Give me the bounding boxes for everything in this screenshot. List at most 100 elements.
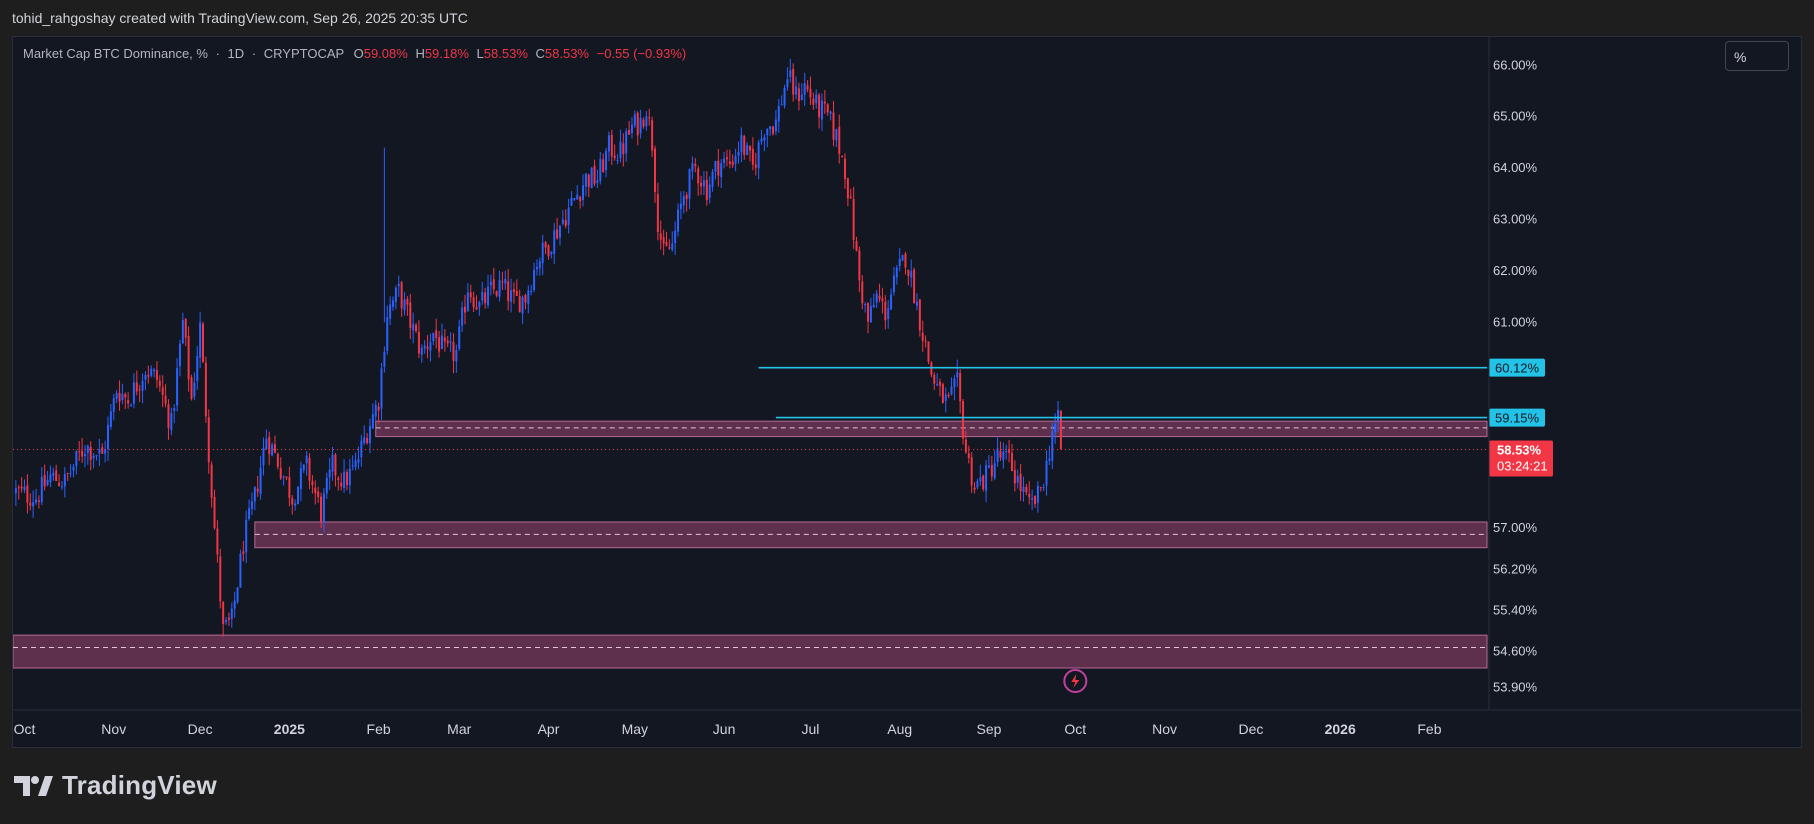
price-axis-tick: 62.00% <box>1493 263 1538 278</box>
candle-body <box>463 306 466 313</box>
candle-body <box>835 129 838 141</box>
candle-body <box>705 179 708 200</box>
candle-body <box>910 271 913 278</box>
candle-body <box>308 457 311 481</box>
candle-body <box>613 155 616 159</box>
candle-body <box>967 453 970 459</box>
candle-body <box>944 394 947 401</box>
candle-body <box>855 240 858 251</box>
candle-body <box>826 104 829 113</box>
last-price-tag <box>1489 440 1553 477</box>
candle-body <box>639 117 642 134</box>
candle-body <box>507 281 510 302</box>
candle-body <box>1028 493 1031 498</box>
candle-body <box>311 481 314 486</box>
price-axis-tick: 54.60% <box>1493 644 1538 659</box>
candle-body <box>219 556 222 602</box>
candle-body <box>72 466 75 471</box>
candle-body <box>763 137 766 141</box>
price-axis-tick: 65.00% <box>1493 109 1538 124</box>
candle-body <box>317 491 320 497</box>
candle-body <box>498 280 501 297</box>
candle-body <box>400 282 403 309</box>
candle-body <box>40 476 43 503</box>
candle-body <box>279 468 282 479</box>
candle-body <box>115 393 118 399</box>
candle-body <box>1059 410 1062 450</box>
candle-body <box>999 451 1002 458</box>
candle-body <box>230 608 233 619</box>
candle-body <box>325 477 328 494</box>
candle-body <box>158 380 161 387</box>
candle-body <box>858 250 861 281</box>
candle-body <box>550 251 553 255</box>
price-chart[interactable]: 66.00% 65.00% 64.00% 63.00% 62.00% 61.00% 57.0… <box>13 37 1802 748</box>
candle-body <box>210 464 213 498</box>
percent-scale-toggle[interactable]: % <box>1725 41 1789 71</box>
candle-body <box>345 471 348 486</box>
candle-body <box>852 198 855 240</box>
time-axis-tick: Feb <box>1417 721 1441 737</box>
candle-body <box>1048 458 1051 461</box>
symbol-name[interactable]: Market Cap BTC Dominance, % <box>23 46 208 61</box>
candle-body <box>838 126 841 154</box>
candle-body <box>535 267 538 270</box>
candle-body <box>253 486 256 502</box>
candle-body <box>487 286 490 306</box>
interval-label[interactable]: 1D <box>227 46 245 61</box>
time-axis-tick: Nov <box>1152 721 1177 737</box>
candle-body <box>377 406 380 411</box>
candle-body <box>135 382 138 392</box>
candle-body <box>348 468 351 486</box>
candle-body <box>820 100 823 120</box>
candle-body <box>245 519 248 553</box>
candle-body <box>780 104 783 106</box>
candle-body <box>751 148 754 165</box>
candle-body <box>1005 450 1008 452</box>
candle-body <box>202 323 205 362</box>
time-axis-tick: Dec <box>188 721 213 737</box>
candle-body <box>861 281 864 304</box>
candle-body <box>933 374 936 384</box>
tradingview-logo-icon <box>14 774 54 798</box>
candle-body <box>403 299 406 311</box>
candle-body <box>386 317 389 351</box>
candle-body <box>872 304 875 308</box>
price-axis-tick: 66.00% <box>1493 57 1538 72</box>
candle-body <box>651 120 654 151</box>
candle-body <box>60 486 63 488</box>
candle-body <box>605 150 608 171</box>
candle-body <box>268 436 271 455</box>
candle-body <box>973 487 976 490</box>
candle-body <box>573 198 576 200</box>
candle-body <box>757 142 760 169</box>
candle-body <box>587 174 590 187</box>
candle-body <box>144 375 147 380</box>
candle-body <box>469 292 472 298</box>
candle-body <box>749 145 751 151</box>
candle-body <box>282 476 285 478</box>
chart-panel[interactable]: 66.00% 65.00% 64.00% 63.00% 62.00% 61.00% 57.0… <box>12 36 1802 748</box>
lightning-event-icon[interactable] <box>1063 669 1088 693</box>
candle-body <box>196 356 199 381</box>
candle-body <box>415 324 418 332</box>
candle-body <box>294 503 297 506</box>
candle-body <box>492 279 495 290</box>
price-axis-tick: 64.00% <box>1493 160 1538 175</box>
candle-body <box>55 470 58 481</box>
candle-body <box>1054 423 1057 433</box>
time-axis-tick: May <box>622 721 648 737</box>
legend-separator: · <box>251 46 257 61</box>
zone-box <box>375 420 1488 438</box>
level-price-tag-label: 60.12% <box>1495 361 1540 376</box>
candle-body <box>225 619 228 623</box>
candle-body <box>302 464 305 471</box>
low-value: 58.53% <box>483 46 528 61</box>
candle-body <box>510 290 513 302</box>
candle-body <box>187 335 190 380</box>
tradingview-logo[interactable]: TradingView <box>14 770 217 801</box>
candle-body <box>420 347 423 355</box>
candle-body <box>743 136 746 156</box>
candle-body <box>259 467 262 494</box>
